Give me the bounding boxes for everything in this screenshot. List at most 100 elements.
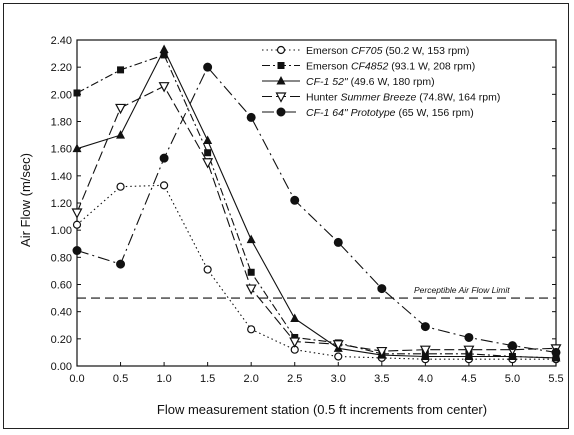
data-point — [158, 82, 170, 93]
y-tick-label: 2.20 — [51, 62, 72, 74]
series-line — [76, 54, 557, 359]
data-point — [159, 44, 169, 54]
data-point — [551, 347, 561, 357]
data-point — [116, 182, 125, 191]
legend-label: Emerson CF705 (50.2 W, 153 rpm) — [306, 45, 469, 57]
data-point — [277, 62, 285, 69]
legend-label: CF-1 52" (49.6 W, 180 rpm) — [306, 76, 435, 88]
data-point — [333, 237, 343, 247]
data-point — [276, 76, 286, 85]
data-point — [463, 345, 475, 356]
data-point — [419, 345, 431, 356]
legend-label-model: CF705 — [351, 45, 383, 57]
legend-label-model: CF4852 — [351, 61, 389, 73]
data-point — [247, 268, 255, 276]
reference-line-label: Perceptible Air Flow Limit — [414, 285, 510, 295]
data-point — [204, 149, 212, 157]
legend-label-suffix: (93.1 W, 208 rpm) — [388, 61, 475, 73]
y-tick-label: 1.60 — [51, 144, 72, 156]
x-axis-title: Flow measurement station (0.5 ft increme… — [157, 402, 487, 417]
data-point — [159, 153, 169, 163]
data-point — [203, 62, 213, 72]
x-tick-label: 2.0 — [244, 373, 259, 385]
x-tick-label: 1.0 — [156, 373, 171, 385]
legend: Emerson CF705 (50.2 W, 153 rpm)Emerson C… — [262, 45, 500, 119]
y-tick-label: 0.60 — [51, 280, 72, 292]
series-group — [71, 44, 562, 364]
legend-label-prefix: Emerson — [306, 45, 351, 57]
y-tick-label: 1.80 — [51, 117, 72, 129]
axis-ticks: 0.00 0.20 0.40 0.60 0.80 1.00 1.20 1.40 1.60 1.80… — [51, 35, 564, 385]
series-line — [76, 48, 557, 359]
data-point — [551, 352, 561, 362]
legend-item-3: CF-1 52" (49.6 W, 180 rpm) — [262, 76, 435, 88]
y-tick-label: 0.20 — [51, 334, 72, 346]
data-point — [420, 322, 430, 332]
legend-label-prefix: Emerson — [306, 61, 351, 73]
x-tick-label: 4.5 — [461, 373, 476, 385]
y-tick-label: 2.00 — [51, 89, 72, 101]
data-point — [203, 135, 213, 145]
x-tick-label: 5.0 — [505, 373, 520, 385]
series-5 — [72, 62, 561, 357]
y-axis-title: Air Flow (m/sec) — [18, 153, 33, 247]
legend-label-prefix: Hunter — [306, 92, 340, 104]
data-point — [289, 337, 301, 348]
chart-frame — [3, 3, 569, 429]
data-point — [71, 208, 83, 219]
data-point — [290, 313, 300, 322]
legend-label-suffix: (50.2 W, 153 rpm) — [382, 45, 469, 57]
data-point — [160, 51, 168, 59]
legend-item-2: Emerson CF4852 (93.1 W, 208 rpm) — [262, 61, 475, 73]
data-point — [72, 220, 82, 229]
legend-label-model: CF-1 64" Prototype — [306, 107, 396, 119]
series-3 — [72, 44, 561, 362]
x-tick-label: 0.0 — [69, 373, 84, 385]
legend-label-model: Summer Breeze — [340, 92, 416, 104]
data-point — [276, 45, 286, 55]
data-point — [507, 341, 517, 351]
y-tick-label: 1.20 — [51, 198, 72, 210]
data-point — [246, 234, 256, 244]
plot-area — [76, 39, 557, 367]
x-tick-label: 2.5 — [287, 373, 302, 385]
plot-border — [76, 39, 557, 367]
legend-label-suffix: (74.8W, 164 rpm) — [416, 92, 500, 104]
data-point — [72, 246, 82, 256]
data-point — [117, 66, 125, 74]
series-1 — [72, 181, 561, 364]
y-tick-label: 0.00 — [51, 361, 72, 373]
data-point — [202, 158, 214, 169]
data-point — [376, 346, 388, 358]
data-point — [275, 92, 287, 103]
x-tick-label: 5.5 — [548, 373, 563, 385]
data-point — [290, 195, 300, 205]
series-line — [76, 66, 557, 353]
legend-label-suffix: (49.6 W, 180 rpm) — [348, 76, 435, 88]
data-point — [334, 352, 343, 361]
series-line — [76, 85, 557, 352]
data-point — [247, 325, 256, 334]
y-tick-label: 1.40 — [51, 171, 72, 183]
data-point — [377, 284, 387, 294]
series-4 — [71, 82, 562, 358]
y-tick-label: 1.00 — [51, 225, 72, 237]
legend-label: CF-1 64" Prototype (65 W, 156 rpm) — [306, 107, 474, 119]
legend-item-1: Emerson CF705 (50.2 W, 153 rpm) — [262, 45, 469, 57]
legend-label: Hunter Summer Breeze (74.8W, 164 rpm) — [306, 92, 500, 104]
x-tick-label: 4.0 — [418, 373, 433, 385]
data-point — [245, 284, 257, 295]
data-point — [116, 130, 126, 139]
legend-label-suffix: (65 W, 156 rpm) — [396, 107, 474, 119]
y-tick-label: 2.40 — [51, 35, 72, 47]
x-tick-label: 3.5 — [374, 373, 389, 385]
data-point — [72, 143, 82, 153]
x-tick-label: 0.5 — [113, 373, 128, 385]
data-point — [464, 332, 474, 342]
data-point — [115, 103, 127, 115]
data-point — [203, 265, 212, 274]
legend-label: Emerson CF4852 (93.1 W, 208 rpm) — [306, 61, 475, 73]
data-point — [73, 89, 81, 97]
y-tick-label: 0.80 — [51, 252, 72, 264]
